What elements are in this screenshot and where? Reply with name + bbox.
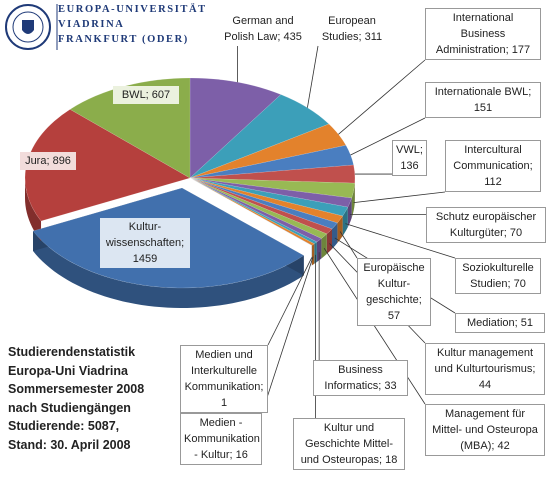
data-label: Medien - Kommunikation - Kultur; 16 — [180, 413, 262, 465]
slice — [189, 94, 330, 179]
title-line: Sommersemester 2008 — [8, 382, 145, 396]
slice-side — [326, 228, 333, 254]
slice-side — [25, 178, 42, 241]
slice — [189, 177, 338, 230]
logo-seal-inner — [12, 11, 44, 43]
title-line: Studierende: 5087, — [8, 419, 120, 433]
leader-line — [338, 59, 426, 135]
slice — [189, 77, 282, 179]
leader-line — [339, 231, 358, 259]
title-line: Europa-Uni Viadrina — [8, 363, 128, 378]
slice-side — [314, 241, 317, 264]
data-label: Kultur-wissenschaften; 1459 — [100, 218, 190, 268]
slice — [189, 177, 328, 239]
data-label: Internationale BWL; 151 — [425, 82, 541, 118]
data-label: European Studies; 311 — [321, 15, 383, 43]
slice-side — [311, 243, 315, 266]
data-label: Business Informatics; 33 — [313, 360, 408, 396]
leader-line — [345, 223, 456, 259]
leader-line — [353, 191, 446, 204]
slice-side — [347, 198, 352, 228]
leader-line — [267, 257, 313, 346]
slice — [189, 177, 333, 235]
data-label: Kultur management und Kulturtourismus; 4… — [425, 343, 545, 395]
leader-line — [261, 256, 314, 414]
slice — [189, 177, 344, 224]
title-line: Studierendenstatistik — [8, 345, 136, 359]
title-line: nach Studiengängen — [8, 400, 131, 415]
data-label: Management für Mittel- und Osteuropa (MB… — [425, 404, 545, 456]
data-label: Intercultural Communication; 112 — [445, 140, 541, 192]
slice — [189, 145, 354, 179]
data-label: German and Polish Law; 435 — [224, 15, 302, 43]
slice — [189, 177, 349, 217]
slice — [189, 177, 318, 245]
title-line: Stand: 30. April 2008 — [8, 437, 131, 452]
data-label: Schutz europäischer Kulturgüter; 70 — [426, 207, 546, 243]
data-label: Mediation; 51 — [455, 313, 545, 333]
logo-text: FRANKFURT (ODER) — [58, 34, 189, 45]
slice — [189, 177, 313, 246]
data-label: Jura; 896 — [20, 152, 76, 170]
slice-side — [332, 222, 338, 249]
leader-line — [307, 45, 319, 108]
slice-side — [321, 233, 327, 259]
slice-side — [33, 230, 304, 308]
slice — [189, 164, 356, 184]
slice-side — [351, 183, 355, 219]
slice-side — [316, 238, 322, 262]
data-label: BWL; 607 — [113, 86, 179, 104]
slice — [189, 177, 322, 243]
logo-shield — [22, 20, 34, 34]
slice-side — [337, 215, 343, 243]
data-label: Kultur und Geschichte Mittel- und Osteur… — [293, 418, 405, 470]
logo-text: EUROPA-UNIVERSITÄT — [58, 4, 207, 15]
data-label: Medien und Interkulturelle Kommunikation… — [180, 345, 268, 413]
slice-side — [342, 207, 348, 236]
slice — [189, 177, 356, 199]
data-label: VWL; 136 — [392, 140, 427, 176]
logo-seal — [5, 4, 51, 50]
slice — [189, 177, 315, 246]
leader-line — [350, 117, 426, 156]
data-label: Soziokulturelle Studien; 70 — [455, 258, 541, 294]
leader-line — [323, 248, 426, 405]
logo-text: VIADRINA — [58, 19, 125, 30]
slice — [189, 177, 352, 208]
data-label: International Business Administration; 1… — [425, 8, 541, 60]
data-label: Europäische Kultur-geschichte; 57 — [357, 258, 431, 326]
